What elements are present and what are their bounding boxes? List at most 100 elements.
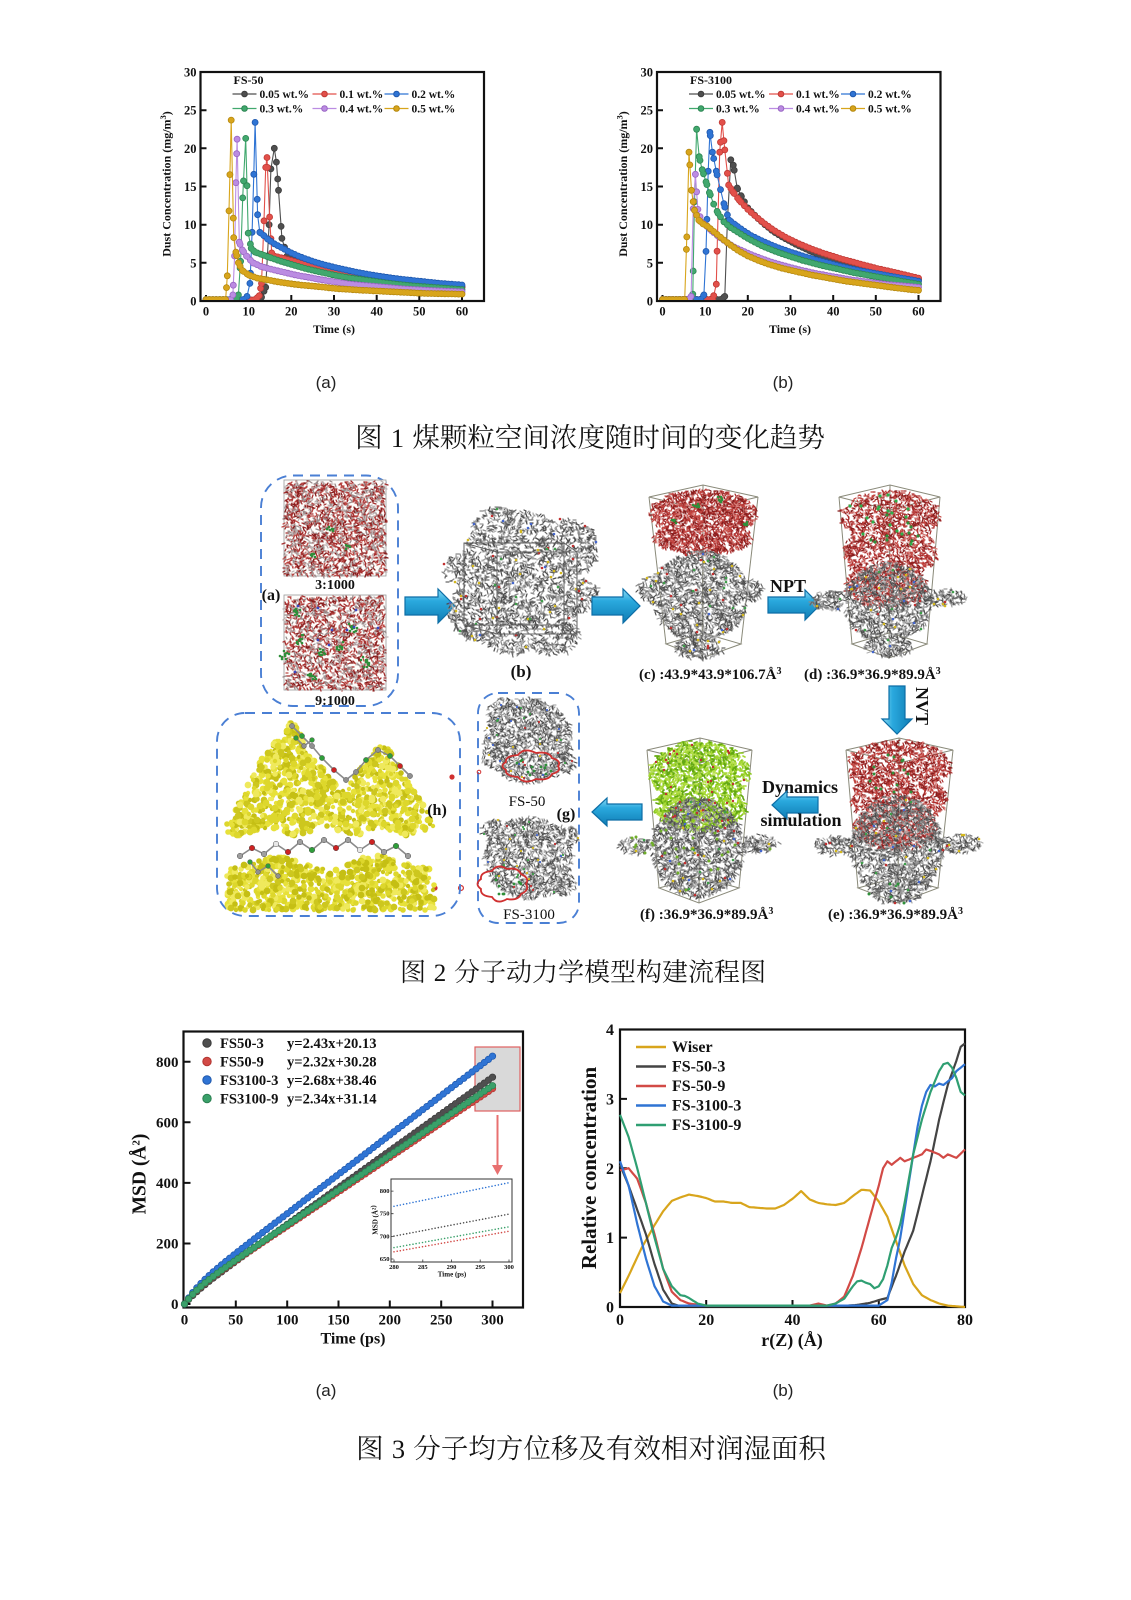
svg-text:Dust Concentration (mg/m3): Dust Concentration (mg/m3) — [615, 111, 631, 257]
svg-text:50: 50 — [413, 305, 426, 319]
svg-text:0.05 wt.%: 0.05 wt.% — [716, 89, 766, 101]
svg-text:3:1000: 3:1000 — [315, 578, 355, 593]
svg-text:25: 25 — [641, 104, 654, 118]
svg-text:FS-3100-9: FS-3100-9 — [672, 1117, 741, 1134]
svg-text:20: 20 — [698, 1312, 714, 1329]
svg-text:Time (s): Time (s) — [769, 322, 811, 336]
svg-text:800: 800 — [380, 1188, 390, 1195]
svg-text:(b): (b) — [511, 662, 532, 681]
svg-text:280: 280 — [389, 1264, 399, 1271]
svg-text:80: 80 — [957, 1312, 973, 1329]
svg-text:250: 250 — [430, 1313, 453, 1329]
svg-text:40: 40 — [370, 305, 383, 319]
svg-text:0.5 wt.%: 0.5 wt.% — [868, 104, 912, 116]
svg-text:0.4 wt.%: 0.4 wt.% — [340, 104, 384, 116]
svg-text:(g): (g) — [557, 806, 576, 823]
svg-text:285: 285 — [418, 1264, 429, 1271]
svg-text:20: 20 — [285, 305, 298, 319]
svg-text:(c) :43.9*43.9*106.7Å3: (c) :43.9*43.9*106.7Å3 — [639, 666, 781, 683]
svg-text:3: 3 — [606, 1091, 614, 1108]
svg-text:0.2 wt.%: 0.2 wt.% — [868, 89, 912, 101]
svg-text:FS-50-9: FS-50-9 — [672, 1078, 725, 1095]
svg-text:5: 5 — [190, 256, 196, 270]
svg-text:(b): (b) — [773, 1381, 794, 1400]
svg-text:0: 0 — [616, 1312, 624, 1329]
svg-text:FS50-3: FS50-3 — [220, 1036, 264, 1052]
svg-text:FS-3100: FS-3100 — [690, 73, 732, 87]
svg-text:y=2.34x+31.14: y=2.34x+31.14 — [287, 1092, 377, 1108]
svg-text:400: 400 — [156, 1176, 179, 1192]
svg-text:290: 290 — [447, 1264, 457, 1271]
svg-text:15: 15 — [641, 180, 654, 194]
svg-text:FS-50-3: FS-50-3 — [672, 1059, 725, 1076]
svg-text:(a): (a) — [262, 587, 281, 604]
svg-text:10: 10 — [641, 218, 654, 232]
svg-text:simulation: simulation — [760, 810, 841, 830]
svg-text:0: 0 — [190, 295, 196, 309]
svg-text:200: 200 — [379, 1313, 402, 1329]
svg-text:9:1000: 9:1000 — [315, 694, 355, 709]
svg-text:FS-50: FS-50 — [509, 794, 546, 810]
svg-text:30: 30 — [328, 305, 341, 319]
svg-text:20: 20 — [641, 142, 654, 156]
svg-text:FS-3100-3: FS-3100-3 — [672, 1098, 741, 1115]
svg-text:100: 100 — [276, 1313, 299, 1329]
svg-text:295: 295 — [475, 1264, 486, 1271]
svg-text:3: 3 — [392, 1434, 405, 1464]
svg-text:FS3100-3: FS3100-3 — [220, 1073, 278, 1089]
svg-text:10: 10 — [184, 218, 197, 232]
svg-text:60: 60 — [871, 1312, 887, 1329]
svg-text:(e) :36.9*36.9*89.9Å3: (e) :36.9*36.9*89.9Å3 — [828, 906, 963, 923]
svg-text:750: 750 — [380, 1211, 390, 1218]
svg-text:MSD (Å2): MSD (Å2) — [130, 1134, 151, 1215]
svg-text:Time (ps): Time (ps) — [438, 1271, 467, 1279]
svg-text:y=2.32x+30.28: y=2.32x+30.28 — [287, 1055, 377, 1071]
svg-text:(b): (b) — [773, 373, 794, 392]
svg-text:150: 150 — [327, 1313, 350, 1329]
svg-text:1: 1 — [606, 1230, 614, 1247]
svg-text:(a): (a) — [316, 1381, 337, 1400]
svg-text:0.2 wt.%: 0.2 wt.% — [412, 89, 456, 101]
svg-text:25: 25 — [184, 104, 197, 118]
svg-text:0.3 wt.%: 0.3 wt.% — [260, 104, 304, 116]
svg-text:0.5 wt.%: 0.5 wt.% — [412, 104, 456, 116]
svg-text:2: 2 — [434, 960, 447, 987]
svg-text:FS50-9: FS50-9 — [220, 1055, 264, 1071]
svg-text:NPT: NPT — [770, 576, 806, 596]
svg-text:0.1 wt.%: 0.1 wt.% — [796, 89, 840, 101]
svg-text:0: 0 — [647, 295, 653, 309]
svg-text:1: 1 — [391, 423, 404, 453]
svg-text:40: 40 — [785, 1312, 801, 1329]
svg-text:700: 700 — [380, 1233, 390, 1240]
svg-text:(d) :36.9*36.9*89.9Å3: (d) :36.9*36.9*89.9Å3 — [804, 666, 941, 683]
svg-text:Relative concentration: Relative concentration — [577, 1067, 601, 1270]
svg-text:0: 0 — [171, 1297, 179, 1313]
svg-text:Dynamics: Dynamics — [762, 777, 838, 797]
svg-text:60: 60 — [456, 305, 469, 319]
svg-text:300: 300 — [504, 1264, 514, 1271]
svg-text:Time (ps): Time (ps) — [320, 1331, 385, 1348]
svg-text:y=2.68x+38.46: y=2.68x+38.46 — [287, 1073, 377, 1089]
svg-text:Time (s): Time (s) — [313, 322, 355, 336]
svg-text:600: 600 — [156, 1115, 179, 1131]
svg-text:4: 4 — [606, 1022, 614, 1039]
svg-text:50: 50 — [228, 1313, 243, 1329]
svg-text:y=2.43x+20.13: y=2.43x+20.13 — [287, 1036, 377, 1052]
svg-text:40: 40 — [827, 305, 840, 319]
svg-text:0: 0 — [203, 305, 209, 319]
svg-text:(f) :36.9*36.9*89.9Å3: (f) :36.9*36.9*89.9Å3 — [640, 906, 773, 923]
svg-text:(a): (a) — [316, 373, 337, 392]
svg-text:Dust Concentration (mg/m3): Dust Concentration (mg/m3) — [158, 111, 174, 257]
svg-text:15: 15 — [184, 180, 197, 194]
svg-text:10: 10 — [699, 305, 712, 319]
svg-text:20: 20 — [742, 305, 755, 319]
svg-text:30: 30 — [784, 305, 797, 319]
svg-text:200: 200 — [156, 1237, 179, 1253]
svg-text:20: 20 — [184, 142, 197, 156]
svg-text:(h): (h) — [427, 802, 447, 819]
svg-text:50: 50 — [870, 305, 883, 319]
svg-text:5: 5 — [647, 256, 653, 270]
svg-text:FS-3100: FS-3100 — [503, 907, 555, 923]
svg-text:NVT: NVT — [912, 687, 932, 725]
svg-text:650: 650 — [380, 1256, 390, 1263]
